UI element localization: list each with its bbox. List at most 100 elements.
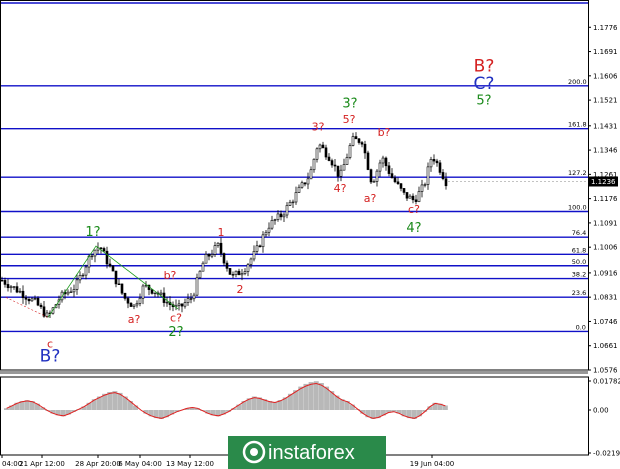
candle-body bbox=[303, 182, 307, 185]
candle-body bbox=[159, 292, 163, 295]
wave-label: 5? bbox=[343, 113, 356, 126]
oscillator-bar bbox=[365, 410, 371, 418]
fib-level-label: 61.8 bbox=[572, 246, 586, 254]
candle-body bbox=[390, 173, 394, 179]
candle-body bbox=[429, 159, 433, 168]
candle-body bbox=[426, 166, 430, 185]
candle-body bbox=[405, 192, 409, 199]
oscillator-bar bbox=[236, 404, 242, 410]
candle-body bbox=[225, 262, 229, 269]
watermark-logo-icon bbox=[242, 440, 266, 464]
candle-body bbox=[414, 199, 418, 202]
candle-body bbox=[78, 275, 82, 281]
candle-body bbox=[27, 298, 31, 302]
candle-body bbox=[204, 254, 208, 264]
oscillator-bar bbox=[334, 395, 340, 410]
candle-body bbox=[381, 157, 385, 164]
candle-body bbox=[309, 169, 313, 180]
oscillator-bar bbox=[267, 401, 273, 410]
oscillator-bar bbox=[19, 401, 25, 410]
candle-body bbox=[312, 158, 316, 171]
candle-body bbox=[396, 181, 400, 184]
candle-body bbox=[330, 160, 334, 166]
candle-body bbox=[279, 213, 283, 218]
watermark-text: instaforex bbox=[268, 442, 355, 464]
x-tick-label: 13 May 12:00 bbox=[166, 460, 214, 468]
candle-body bbox=[186, 298, 190, 303]
oscillator-bar bbox=[298, 386, 304, 410]
candle-body bbox=[366, 152, 370, 170]
candle-body bbox=[306, 178, 310, 185]
oscillator-bar bbox=[375, 410, 381, 419]
candle-body bbox=[318, 144, 322, 150]
candle-body bbox=[273, 219, 277, 221]
candle-body bbox=[285, 205, 289, 216]
oscillator-bar bbox=[96, 396, 102, 410]
candle-body bbox=[342, 164, 346, 171]
fib-level-label: 50.0 bbox=[572, 258, 586, 266]
wave-label: 3? bbox=[342, 97, 357, 112]
candle-body bbox=[69, 291, 73, 293]
candle-body bbox=[228, 268, 232, 275]
oscillator-bar bbox=[9, 405, 15, 410]
oscillator-bar bbox=[303, 383, 309, 410]
candle-body bbox=[417, 191, 421, 202]
oscillator-bar bbox=[112, 391, 118, 410]
candle-body bbox=[237, 270, 241, 276]
candle-body bbox=[117, 283, 121, 286]
oscillator-bar bbox=[205, 410, 211, 414]
candle-body bbox=[288, 201, 292, 206]
oscillator-bar bbox=[153, 410, 159, 419]
oscillator-bar bbox=[360, 410, 366, 414]
candle-body bbox=[261, 234, 265, 248]
candle-body bbox=[213, 245, 217, 255]
oscillator-bar bbox=[189, 407, 195, 410]
candle-body bbox=[198, 270, 202, 279]
wave-label: c? bbox=[170, 312, 182, 325]
wave-label: c bbox=[47, 337, 53, 350]
candle-body bbox=[336, 165, 340, 177]
candle-body bbox=[33, 297, 37, 300]
y-tick-label: 1.0916 bbox=[593, 269, 618, 277]
oscillator-bar bbox=[324, 386, 330, 410]
candle-body bbox=[99, 247, 103, 249]
candle-body bbox=[432, 159, 436, 162]
candle-body bbox=[24, 297, 28, 300]
oscillator-bar bbox=[143, 410, 149, 414]
candle-body bbox=[120, 283, 124, 294]
candle-body bbox=[444, 178, 448, 187]
oscillator-bar bbox=[24, 400, 30, 410]
wave-label: 4? bbox=[334, 182, 347, 195]
fib-level-label: 23.6 bbox=[572, 289, 586, 297]
candle-body bbox=[408, 195, 412, 199]
wave-label: a? bbox=[364, 192, 377, 205]
y-tick-label: 1.1431 bbox=[593, 122, 618, 130]
fib-level-label: 200.0 bbox=[568, 78, 587, 86]
candle-body bbox=[108, 263, 112, 267]
candle-body bbox=[249, 258, 253, 265]
candle-body bbox=[321, 144, 325, 149]
oscillator-bar bbox=[432, 402, 438, 410]
oscillator-bar bbox=[158, 410, 164, 419]
oscillator-bar bbox=[231, 408, 237, 410]
wave-label: 3? bbox=[312, 120, 325, 133]
fib-level-label: 127.2 bbox=[568, 169, 587, 177]
candle-body bbox=[141, 285, 145, 299]
candle-body bbox=[372, 181, 376, 183]
candle-body bbox=[12, 286, 16, 288]
candle-body bbox=[375, 170, 379, 182]
candle-body bbox=[297, 186, 301, 193]
wave-label: B? bbox=[40, 347, 61, 367]
candle-body bbox=[90, 255, 94, 258]
candle-body bbox=[252, 251, 256, 260]
candle-body bbox=[243, 271, 247, 274]
candle-body bbox=[9, 286, 13, 289]
candle-body bbox=[75, 279, 79, 290]
oscillator-bar bbox=[344, 401, 350, 410]
oscillator-bar bbox=[210, 410, 216, 416]
wave-label: 4? bbox=[406, 221, 421, 236]
oscillator-bar bbox=[174, 410, 180, 412]
candle-body bbox=[177, 303, 181, 306]
